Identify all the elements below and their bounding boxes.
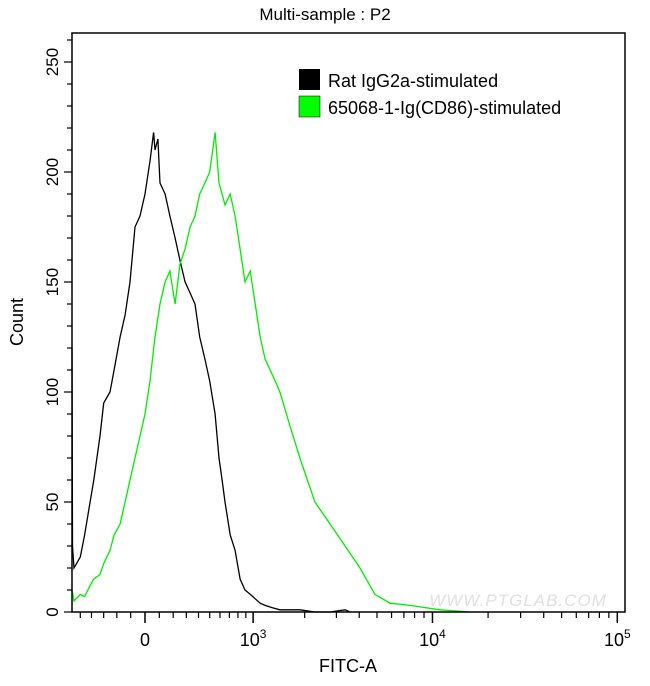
legend: Rat IgG2a-stimulated 65068-1-Ig(CD86)-st… — [298, 69, 561, 118]
legend-label-cd86: 65068-1-Ig(CD86)-stimulated — [328, 98, 561, 118]
x-tick-label: 0 — [140, 630, 150, 650]
y-tick-label: 200 — [43, 158, 62, 186]
legend-swatch-isotype — [299, 69, 320, 90]
y-axis-label: Count — [7, 298, 27, 346]
y-tick-label: 0 — [43, 607, 62, 616]
series-line-0 — [71, 132, 351, 613]
chart-title: Multi-sample : P2 — [259, 5, 390, 24]
y-tick-label: 250 — [43, 48, 62, 76]
y-tick-label: 150 — [43, 268, 62, 296]
legend-swatch-cd86 — [298, 95, 321, 118]
x-tick-label: 103 — [240, 627, 267, 650]
x-axis-label: FITC-A — [319, 656, 377, 676]
x-tick-label: 105 — [604, 627, 631, 650]
legend-label-isotype: Rat IgG2a-stimulated — [328, 71, 498, 91]
series-line-1 — [71, 132, 471, 613]
y-tick-label: 100 — [43, 378, 62, 406]
y-tick-label: 50 — [43, 493, 62, 512]
x-tick-label: 104 — [419, 627, 446, 650]
axes-layer: 0 50 100 150 200 250 0 103 104 105 — [43, 39, 631, 650]
plot-frame — [71, 32, 626, 613]
watermark: WWW.PTGLAB.COM — [429, 591, 607, 610]
series-layer — [71, 132, 471, 613]
